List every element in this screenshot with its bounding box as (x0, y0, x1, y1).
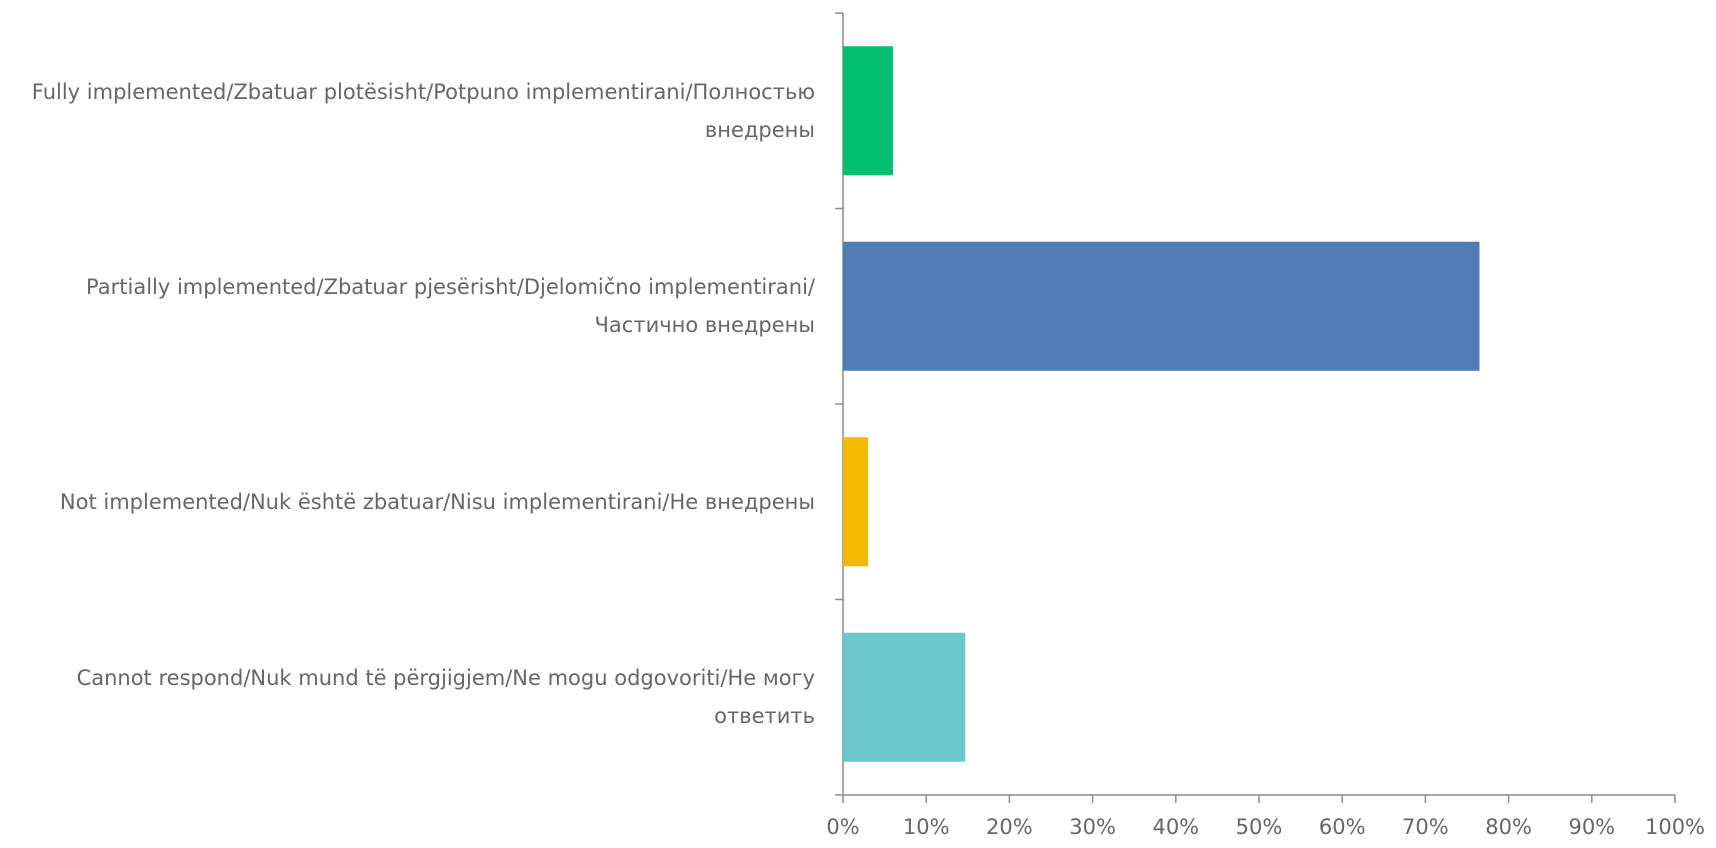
x-tick-label: 80% (1485, 815, 1532, 839)
category-label: Not implemented/Nuk është zbatuar/Nisu i… (59, 489, 815, 514)
category-label: Partially implemented/Zbatuar pjesërisht… (86, 275, 815, 338)
x-tick-label: 70% (1402, 815, 1449, 839)
category-label: Fully implemented/Zbatuar plotësisht/Pot… (31, 79, 815, 142)
x-tick-label: 100% (1645, 815, 1705, 839)
x-tick-label: 10% (903, 815, 950, 839)
x-tick-label: 40% (1152, 815, 1199, 839)
bar (843, 437, 868, 567)
x-tick-label: 30% (1069, 815, 1116, 839)
bar (843, 241, 1480, 371)
x-tick-label: 0% (826, 815, 859, 839)
bar (843, 46, 893, 176)
x-tick-label: 60% (1319, 815, 1366, 839)
bar (843, 632, 966, 762)
category-label: Cannot respond/Nuk mund të përgjigjem/Ne… (76, 666, 815, 729)
x-tick-label: 90% (1568, 815, 1615, 839)
x-tick-label: 50% (1236, 815, 1283, 839)
x-tick-label: 20% (986, 815, 1033, 839)
